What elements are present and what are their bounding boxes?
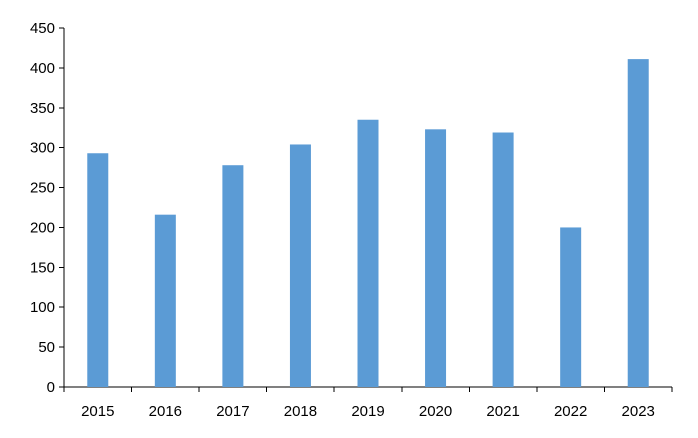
y-axis: 0 50 100 150 200 250 300 350 400 450	[30, 20, 65, 396]
x-tick-label: 2016	[149, 403, 182, 420]
x-tick-label: 2022	[554, 403, 587, 420]
x-tick-label: 2023	[622, 403, 655, 420]
y-tick-label: 50	[38, 339, 55, 356]
bar-2017	[222, 165, 244, 387]
y-tick-label: 200	[30, 219, 55, 236]
x-tick-label: 2018	[284, 403, 317, 420]
bar-2022	[560, 227, 582, 387]
x-tick-label: 2019	[351, 403, 384, 420]
y-tick-label: 150	[30, 259, 55, 276]
bars-group	[87, 59, 649, 387]
x-tick-label: 2015	[81, 403, 114, 420]
y-tick-label: 100	[30, 299, 55, 316]
x-tick-label: 2017	[216, 403, 249, 420]
bar-2023	[627, 59, 649, 387]
bar-2016	[154, 214, 176, 387]
bar-2020	[425, 129, 447, 387]
x-axis: 2015 2016 2017 2018 2019 2020 2021 2022 2023	[63, 386, 673, 420]
y-tick-label: 250	[30, 180, 55, 197]
x-tick-label: 2020	[419, 403, 452, 420]
y-tick-label: 300	[30, 140, 55, 157]
bar-2015	[87, 153, 109, 387]
y-tick-label: 400	[30, 60, 55, 77]
y-tick-label: 450	[30, 20, 55, 37]
bar-2018	[289, 144, 311, 387]
bar-2021	[492, 132, 514, 387]
y-tick-label: 350	[30, 100, 55, 117]
bar-2019	[357, 119, 379, 387]
x-tick-label: 2021	[486, 403, 519, 420]
y-tick-label: 0	[47, 379, 55, 396]
